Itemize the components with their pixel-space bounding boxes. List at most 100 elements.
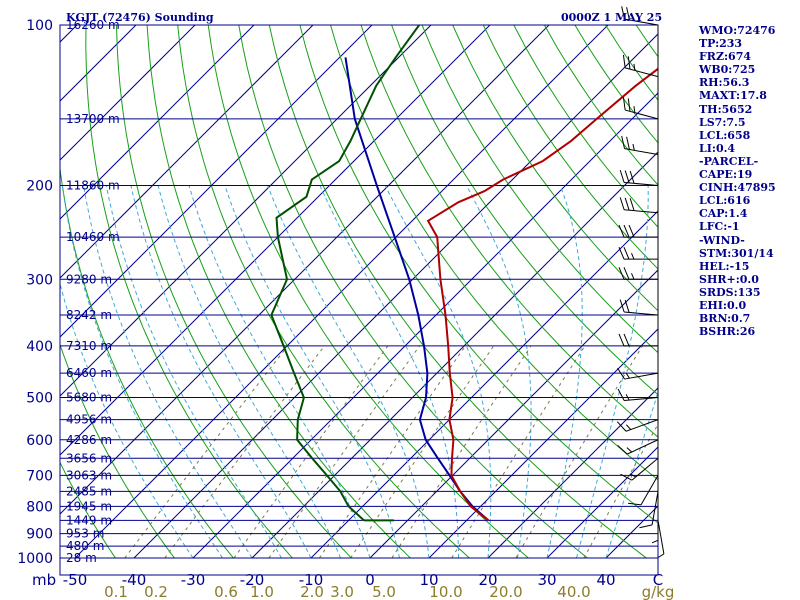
wind-barb-flag [628, 502, 642, 506]
temperature-tick-label: 10 [419, 571, 438, 589]
wind-barb-flag [616, 421, 627, 432]
mixing-ratio-tick-label: 20.0 [489, 583, 522, 600]
moist-adiabat-line [384, 185, 492, 559]
isotherm-line [428, 328, 658, 559]
height-label: 4286 m [66, 433, 112, 447]
mixing-ratio-tick-label: 2.0 [300, 583, 324, 600]
mixing-ratio-line [391, 345, 532, 559]
wind-barb-flag [617, 388, 625, 401]
wind-barb [621, 135, 659, 156]
index-item: FRZ:674 [699, 50, 752, 64]
wind-barb-staff [624, 181, 659, 186]
mixing-ratio-tick-label: 0.6 [214, 583, 238, 600]
wind-barb-flag [626, 136, 630, 150]
moist-adiabat-line [188, 185, 371, 559]
wind-barb [618, 224, 658, 238]
pressure-tick-label: 200 [26, 178, 53, 194]
wind-barb [619, 299, 659, 316]
mixing-ratio-tick-label: 0.2 [144, 583, 168, 600]
mixing-ratio-tick-label: 0.1 [104, 583, 128, 600]
dry-adiabat-line [268, 25, 647, 559]
height-label: 11860 m [66, 178, 120, 192]
mixing-ratio-line [583, 423, 658, 559]
height-label: 9280 m [66, 272, 112, 286]
wind-barb-staff [625, 67, 659, 78]
height-label: 3063 m [66, 468, 112, 482]
index-item: CAPE:19 [699, 168, 753, 182]
index-item: TP:233 [699, 37, 743, 51]
isotherm-line [487, 387, 658, 559]
isotherm-line [0, 25, 18, 558]
isotherm-line [60, 25, 314, 279]
mixing-ratio-tick-label: 10.0 [429, 583, 462, 600]
mixing-ratio-tick-label: 5.0 [372, 583, 396, 600]
index-item: WMO:72476 [699, 24, 776, 37]
index-item: LS7:7.5 [699, 115, 746, 129]
mixing-ratio-tick-label: 40.0 [557, 583, 590, 600]
wind-barb-staff [624, 311, 659, 316]
moist-adiabat-line [83, 185, 253, 559]
index-item: CINH:47895 [699, 181, 776, 195]
pressure-tick-label: 700 [26, 468, 53, 484]
index-item: TH:5652 [699, 102, 753, 116]
wind-barb-flag [618, 267, 625, 280]
wind-barb-flag [619, 299, 625, 313]
temperature-tick-label: 0 [365, 571, 375, 589]
isotherm-line [310, 210, 658, 559]
index-item: WB0:725 [699, 63, 756, 77]
temperature-tick-label: -50 [63, 571, 88, 589]
temperature-tick-label: 20 [478, 571, 497, 589]
wind-barb-half-flag [633, 106, 636, 113]
temperature-unit: C [653, 571, 663, 589]
moist-adiabat-line [576, 185, 649, 559]
height-label: 16260 m [66, 18, 120, 32]
dewpoint-line [270, 25, 421, 522]
isotherm-line [369, 269, 658, 559]
wind-barb [618, 246, 658, 260]
height-label: 480 m [66, 539, 104, 553]
wind-barb [657, 520, 665, 558]
wind-barb [620, 457, 659, 481]
wind-barb [616, 419, 659, 432]
mixing-ratio-unit: g/kg [642, 583, 675, 600]
dry-adiabat-line [299, 25, 658, 524]
height-label: 953 m [66, 527, 104, 541]
isotherm-line [60, 25, 373, 338]
wind-barb-staff [624, 148, 659, 156]
wind-barb-flag [622, 54, 626, 68]
pressure-tick-label: 400 [26, 339, 53, 355]
moist-adiabat-line [61, 185, 223, 559]
wind-barb [621, 6, 659, 26]
pressure-tick-label: 1000 [17, 551, 53, 567]
wind-barb-half-flag [658, 553, 665, 558]
wind-barb-flag [629, 198, 635, 211]
height-label: 10460 m [66, 230, 120, 244]
temperature-line [426, 67, 658, 522]
wind-barb-half-flag [625, 372, 630, 379]
isotherm-line [251, 151, 658, 559]
wind-barb-staff [624, 18, 659, 26]
index-item: LCL:658 [699, 128, 751, 142]
temperature-tick-label: 30 [537, 571, 556, 589]
index-item: HEL:-15 [699, 259, 750, 273]
index-item: RH:56.3 [699, 76, 750, 90]
index-item: STM:301/14 [699, 246, 774, 260]
wind-barb [617, 439, 659, 455]
mixing-ratio-line [124, 345, 289, 559]
isobar-lines [59, 24, 659, 576]
wind-barb-flag [618, 246, 625, 260]
pressure-tick-label: 800 [26, 499, 53, 515]
wind-barb-flag [619, 169, 625, 183]
temperature-tick-label: -30 [181, 571, 206, 589]
wind-barb-staff [625, 419, 659, 432]
wind-barb-flag [619, 197, 625, 210]
wind-barb-half-flag [631, 252, 635, 260]
wind-barb-flag [621, 135, 626, 149]
wind-barb-flag [617, 367, 625, 380]
background-grid [0, 25, 658, 559]
mixing-ratio-line [318, 345, 466, 559]
wind-barb-staff [651, 491, 659, 525]
temperature-tick-label: -40 [122, 571, 147, 589]
index-item: SHR+:0.0 [699, 272, 759, 286]
